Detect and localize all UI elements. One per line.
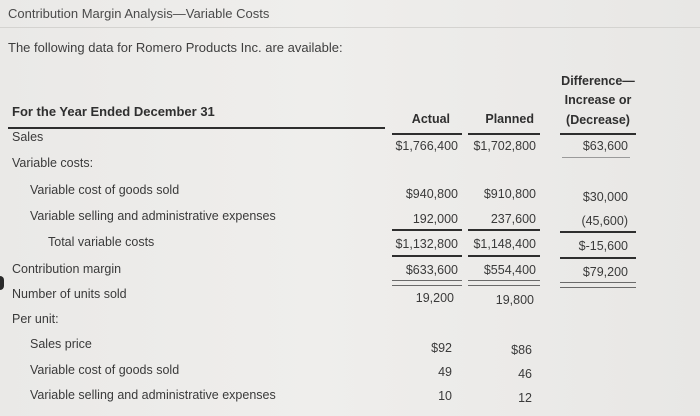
per-unit-label: Per unit: [12,312,59,326]
header-rule-actual [392,133,462,135]
period-header: For the Year Ended December 31 [12,104,215,119]
contribution-rule-diff [560,282,636,288]
planned-header: Planned [485,112,534,126]
total-vc-rule-diff [560,257,636,259]
vcogs-actual: $940,800 [405,187,458,201]
difference-header-line3: (Decrease) [566,113,630,127]
units-sold-label: Number of units sold [12,287,127,301]
unit-vcogs-actual: 49 [438,365,452,379]
contribution-rule-planned [468,280,540,286]
units-sold-actual: 19,200 [415,291,454,305]
vsae-label: Variable selling and administrative expe… [30,209,276,223]
header-rule-planned [468,133,540,135]
vsae-rule-planned [468,229,540,231]
sales-difference: $63,600 [582,139,628,153]
vsae-difference: (45,600) [581,214,628,228]
sales-label: Sales [12,130,44,144]
total-vc-rule-actual [392,255,462,257]
units-sold-planned: 19,800 [495,293,534,307]
total-vc-actual: $1,132,800 [395,237,458,251]
header-rule-label [8,127,385,129]
actual-header: Actual [411,112,450,126]
sales-diff-rule [562,157,630,158]
unit-vsae-label: Variable selling and administrative expe… [30,388,276,402]
sales-price-planned: $86 [511,343,532,357]
total-vc-rule-planned [468,255,540,257]
unit-vsae-actual: 10 [438,389,452,403]
sales-price-actual: $92 [431,341,452,355]
total-vc-label: Total variable costs [48,235,155,249]
margin-marker [0,276,4,290]
vsae-planned: 237,600 [490,212,536,226]
vsae-actual: 192,000 [412,212,458,226]
intro-text: The following data for Romero Products I… [8,40,343,55]
vcogs-planned: $910,800 [483,187,536,201]
contribution-margin-label: Contribution margin [12,262,122,276]
contribution-rule-actual [392,280,462,286]
variable-costs-label: Variable costs: [12,156,94,170]
page-title: Contribution Margin Analysis—Variable Co… [8,6,270,21]
vcogs-difference: $30,000 [582,190,628,204]
vcogs-label: Variable cost of goods sold [30,183,180,197]
unit-vsae-planned: 12 [518,391,532,405]
sales-price-label: Sales price [30,337,92,351]
total-vc-planned: $1,148,400 [473,237,536,251]
total-vc-difference: $-15,600 [578,239,628,253]
title-divider [0,27,700,28]
header-rule-diff [560,133,636,135]
difference-header-line2: Increase or [564,93,632,107]
contribution-margin-difference: $79,200 [582,265,628,279]
contribution-margin-actual: $633,600 [405,263,458,277]
unit-vcogs-planned: 46 [518,367,532,381]
difference-header-line1: Difference— [561,74,635,88]
sales-planned: $1,702,800 [473,139,536,153]
vsae-rule-diff [560,231,636,233]
sales-actual: $1,766,400 [395,139,458,153]
unit-vcogs-label: Variable cost of goods sold [30,363,180,377]
contribution-margin-planned: $554,400 [483,263,536,277]
vsae-rule-actual [392,229,462,231]
